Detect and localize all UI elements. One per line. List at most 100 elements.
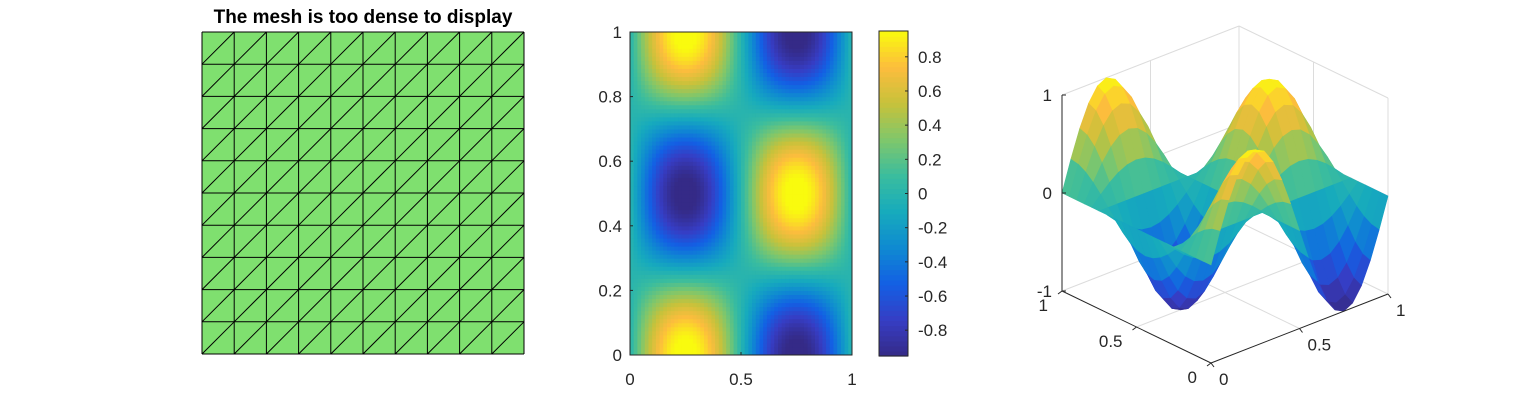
heatmap-cell xyxy=(630,56,635,61)
heatmap-cell xyxy=(674,72,679,78)
heatmap-cell xyxy=(785,185,790,191)
heatmap-cell xyxy=(826,108,831,114)
heatmap-cell xyxy=(663,290,668,296)
heatmap-cell xyxy=(778,193,783,199)
heatmap-cell xyxy=(715,185,720,191)
heatmap-y-ticks: 00.20.40.60.81 xyxy=(598,23,633,365)
heatmap-cell xyxy=(770,346,775,352)
heatmap-cell xyxy=(722,262,727,267)
heatmap-cell xyxy=(670,88,675,94)
heatmap-cell xyxy=(652,72,657,78)
heatmap-cell xyxy=(663,104,668,110)
heatmap-cell xyxy=(711,302,716,308)
heatmap-cell xyxy=(641,209,646,215)
heatmap-cell xyxy=(800,32,805,37)
heatmap-cell xyxy=(689,286,694,291)
heatmap-cell xyxy=(781,40,786,45)
heatmap-cell xyxy=(652,334,657,340)
heatmap-cell xyxy=(770,165,775,170)
heatmap-cell xyxy=(700,173,705,178)
heatmap-cell xyxy=(833,52,838,57)
heatmap-cell xyxy=(763,116,768,122)
heatmap-cell xyxy=(681,342,687,348)
heatmap-cell xyxy=(700,245,705,251)
heatmap-cell xyxy=(807,318,812,324)
heatmap-cell xyxy=(785,177,790,182)
heatmap-cell xyxy=(737,153,742,158)
heatmap-cell xyxy=(729,161,735,166)
heatmap-cell xyxy=(778,326,783,332)
heatmap-cell xyxy=(689,294,694,300)
heatmap-cell xyxy=(766,221,772,227)
heatmap-cell xyxy=(759,282,764,287)
heatmap-cell xyxy=(704,68,709,73)
heatmap-cell xyxy=(748,185,753,191)
heatmap-cell xyxy=(833,342,838,348)
heatmap-cell xyxy=(696,229,701,235)
heatmap-cell xyxy=(704,60,709,65)
heatmap-cell xyxy=(674,84,679,90)
heatmap-cell xyxy=(748,330,753,336)
heatmap-cell xyxy=(822,241,827,247)
heatmap-cell xyxy=(644,112,650,118)
heatmap-cell xyxy=(715,145,720,150)
heatmap-cell xyxy=(663,157,668,162)
heatmap-cell xyxy=(648,189,653,195)
heatmap-cell xyxy=(822,169,827,174)
heatmap-cell xyxy=(722,294,727,300)
heatmap-cell xyxy=(748,342,753,348)
heatmap-cell xyxy=(789,60,794,65)
heatmap-cell xyxy=(733,36,738,41)
heatmap-cell xyxy=(759,217,764,223)
heatmap-cell xyxy=(741,124,746,130)
heatmap-cell xyxy=(630,88,635,94)
heatmap-cell xyxy=(844,124,849,130)
heatmap-cell xyxy=(811,262,816,267)
heatmap-cell xyxy=(803,80,809,86)
heatmap-cell xyxy=(696,40,701,45)
heatmap-cell xyxy=(792,262,798,267)
heatmap-cell xyxy=(722,338,727,344)
heatmap-cell xyxy=(807,112,812,118)
heatmap-cell xyxy=(837,56,842,61)
heatmap-cell xyxy=(630,181,635,187)
heatmap-cell xyxy=(744,132,749,138)
heatmap-cell xyxy=(670,221,675,227)
heatmap-cell xyxy=(744,241,749,247)
heatmap-cell xyxy=(696,330,701,336)
heatmap-cell xyxy=(700,270,705,275)
mesh-diagonal-edge xyxy=(298,321,332,355)
heatmap-cell xyxy=(774,84,779,90)
heatmap-cell xyxy=(733,306,738,312)
heatmap-cell xyxy=(796,189,801,195)
heatmap-cell xyxy=(733,60,738,65)
heatmap-cell xyxy=(685,229,690,235)
heatmap-cell xyxy=(674,241,679,247)
heatmap-cell xyxy=(652,282,657,287)
heatmap-cell xyxy=(785,225,790,231)
heatmap-cell xyxy=(696,169,701,174)
heatmap-cell xyxy=(752,322,757,328)
heatmap-cell xyxy=(840,298,846,304)
heatmap-cell xyxy=(655,84,661,90)
heatmap-cell xyxy=(837,334,842,340)
heatmap-cell xyxy=(729,32,735,37)
heatmap-cell xyxy=(763,120,768,126)
heatmap-cell xyxy=(678,201,683,207)
colorbar-segment xyxy=(879,208,908,215)
heatmap-cell xyxy=(800,330,805,336)
heatmap-cell xyxy=(644,56,650,61)
heatmap-cell xyxy=(778,334,783,340)
heatmap-x-tick-label: 0.5 xyxy=(729,370,753,389)
heatmap-cell xyxy=(733,48,738,53)
heatmap-cell xyxy=(770,141,775,146)
mesh-diagonal-edge xyxy=(362,128,396,162)
heatmap-cell xyxy=(848,274,852,279)
heatmap-cell xyxy=(766,314,772,320)
heatmap-cell xyxy=(692,266,698,271)
heatmap-cell xyxy=(674,302,679,308)
heatmap-cell xyxy=(652,64,657,69)
heatmap-cell xyxy=(685,92,690,98)
heatmap-cell xyxy=(722,298,727,304)
heatmap-cell xyxy=(781,64,786,69)
